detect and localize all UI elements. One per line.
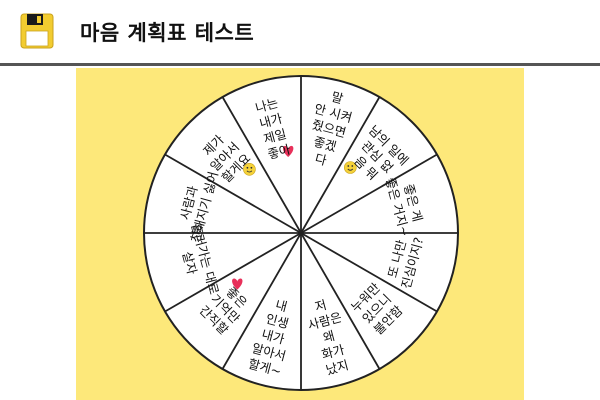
wheel-board: 말 안 시켜 줬으면 좋겠 다 남의 일에 관심 없 음 뭐 좋은 게 좋은 거지~… bbox=[76, 68, 524, 400]
wheel-spoke bbox=[164, 232, 302, 313]
wheel-spokes bbox=[144, 76, 458, 390]
wheel-spoke bbox=[300, 96, 381, 234]
smiley-icon bbox=[343, 161, 357, 174]
wheel-stickers bbox=[232, 145, 357, 290]
wheel-spoke bbox=[164, 153, 302, 234]
wheel-spoke bbox=[221, 96, 302, 234]
smiley-icon bbox=[243, 163, 256, 176]
header-divider bbox=[0, 63, 600, 66]
wheel-spoke bbox=[300, 153, 438, 234]
wheel-spoke bbox=[300, 232, 438, 313]
heart-icon bbox=[282, 145, 294, 157]
floppy-disk-icon bbox=[20, 13, 54, 49]
heart-icon bbox=[232, 278, 243, 290]
wheel-spoke bbox=[221, 232, 302, 370]
app-header: 마음 계획표 테스트 bbox=[0, 0, 600, 66]
wheel-spoke bbox=[300, 232, 381, 370]
mind-plan-wheel bbox=[143, 75, 459, 391]
page-title: 마음 계획표 테스트 bbox=[80, 21, 255, 45]
